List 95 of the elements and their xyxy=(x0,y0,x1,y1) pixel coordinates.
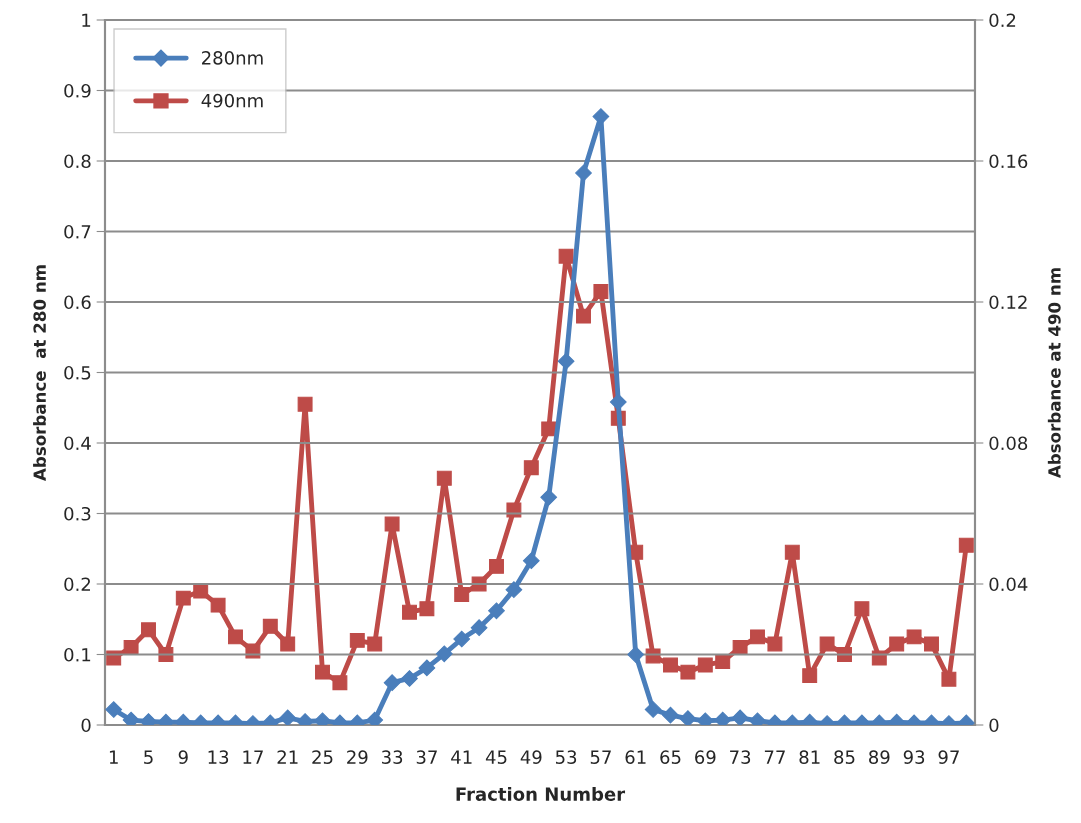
x-tick-label: 61 xyxy=(625,750,646,764)
point xyxy=(210,597,226,613)
point xyxy=(714,711,732,725)
point xyxy=(436,470,452,486)
y-tick-label: 0.7 xyxy=(64,224,91,239)
x-tick-label: 85 xyxy=(834,750,855,764)
x-tick-label: 5 xyxy=(144,750,153,764)
point xyxy=(384,516,400,532)
point xyxy=(193,583,209,599)
y-tick-label: 0.6 xyxy=(64,295,91,310)
point xyxy=(122,711,140,725)
point xyxy=(228,629,243,645)
x-tick-label: 73 xyxy=(730,750,751,764)
y2-tick-label: 0.12 xyxy=(989,295,1027,310)
y2-tick-label: 0.2 xyxy=(989,13,1016,28)
point xyxy=(679,710,697,725)
y-tick-label: 0.2 xyxy=(64,577,90,592)
point xyxy=(784,544,800,560)
point xyxy=(609,393,627,411)
point xyxy=(663,657,678,673)
point xyxy=(141,622,156,638)
point xyxy=(750,629,765,645)
y-tick-label: 0.9 xyxy=(64,83,91,98)
point xyxy=(575,164,592,182)
point xyxy=(454,587,470,603)
x-tick-label: 69 xyxy=(695,750,716,764)
x-tick-label: 37 xyxy=(416,750,437,764)
y2-tick-label: 0.08 xyxy=(989,436,1028,451)
point xyxy=(854,601,870,617)
x-tick-label: 81 xyxy=(799,750,820,764)
x-tick-label: 9 xyxy=(178,750,188,764)
x-tick-label: 53 xyxy=(556,750,577,764)
y-tick-label: 1 xyxy=(82,13,91,27)
x-tick-label: 77 xyxy=(764,750,785,764)
y2-axis-title: Absorbance at 490 nm xyxy=(1047,268,1061,479)
x-tick-label: 17 xyxy=(243,750,263,764)
point xyxy=(802,668,818,684)
x-tick-label: 1 xyxy=(109,750,118,764)
point xyxy=(262,618,278,634)
x-tick-label: 41 xyxy=(451,750,472,764)
point xyxy=(576,308,591,324)
x-tick-label: 29 xyxy=(347,750,368,764)
point xyxy=(279,709,297,725)
legend-label: 280nm xyxy=(202,51,263,65)
y-tick-label: 0.4 xyxy=(64,436,91,451)
point xyxy=(593,283,609,299)
x-tick-label: 49 xyxy=(520,750,542,764)
y2-tick-label: 0 xyxy=(989,718,999,733)
point xyxy=(315,664,330,680)
point xyxy=(941,671,957,687)
y-tick-label: 0 xyxy=(81,718,91,733)
x-tick-label: 93 xyxy=(903,750,925,764)
point xyxy=(889,636,905,652)
x-tick-label: 25 xyxy=(312,750,333,764)
y-tick-label: 0.8 xyxy=(64,154,91,169)
point xyxy=(540,488,558,506)
point xyxy=(924,636,939,652)
point xyxy=(523,460,539,476)
point xyxy=(697,657,713,673)
point xyxy=(558,248,574,264)
y-tick-label: 0.3 xyxy=(64,506,91,521)
point xyxy=(349,632,365,648)
legend-label: 490nm xyxy=(201,93,263,108)
point xyxy=(297,396,313,412)
point xyxy=(767,636,783,652)
point xyxy=(175,590,191,606)
point xyxy=(419,601,435,617)
point xyxy=(280,636,296,652)
point xyxy=(958,537,974,553)
y2-tick-label: 0.04 xyxy=(989,577,1028,592)
y2-tick-label: 0.16 xyxy=(989,154,1028,169)
x-tick-label: 65 xyxy=(660,750,681,764)
point xyxy=(592,108,610,125)
point xyxy=(332,675,348,691)
x-tick-label: 33 xyxy=(381,750,403,764)
point xyxy=(906,629,922,645)
point xyxy=(366,711,384,725)
point xyxy=(541,421,557,437)
x-tick-label: 21 xyxy=(277,750,298,764)
point xyxy=(680,664,696,680)
x-axis-title: Fraction Number xyxy=(456,786,626,801)
y-axis-title: Absorbance at 280 nm xyxy=(33,265,46,481)
point xyxy=(402,604,417,620)
point xyxy=(367,636,383,652)
y-tick-label: 0.1 xyxy=(64,647,91,662)
x-tick-label: 45 xyxy=(485,750,507,764)
point xyxy=(731,709,749,725)
y-tick-label: 0.5 xyxy=(64,365,91,380)
x-tick-label: 13 xyxy=(208,750,229,764)
point xyxy=(557,352,575,370)
x-tick-label: 89 xyxy=(869,750,890,764)
point xyxy=(819,636,835,652)
point xyxy=(489,558,504,574)
x-tick-label: 97 xyxy=(938,750,959,764)
x-tick-label: 57 xyxy=(590,750,611,764)
